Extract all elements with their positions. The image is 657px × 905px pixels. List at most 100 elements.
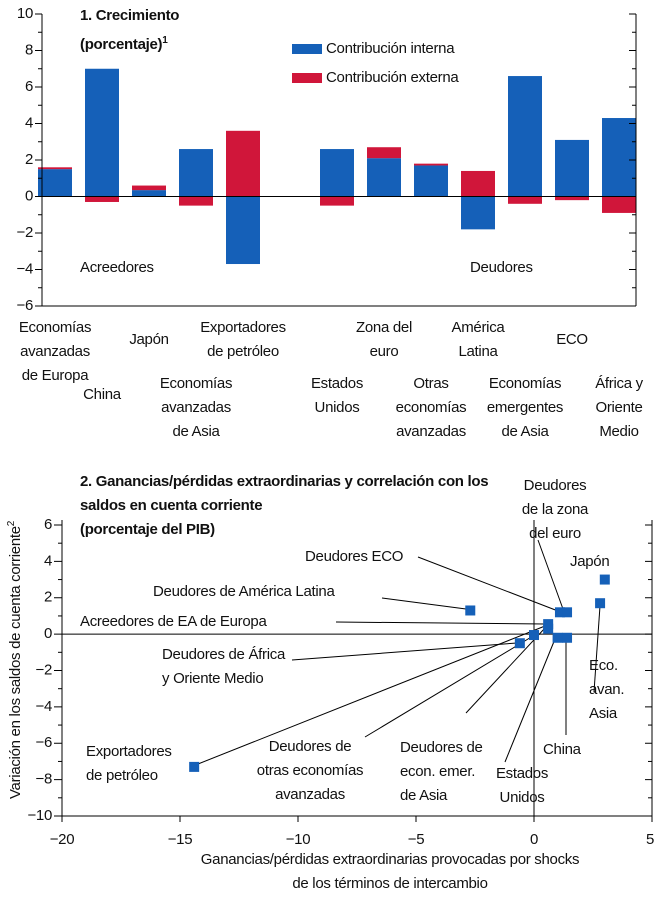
y-tick-label: 6 xyxy=(44,516,52,533)
y-tick-label: 10 xyxy=(17,5,33,22)
bar xyxy=(508,196,542,204)
y-tick-label: 0 xyxy=(44,625,52,642)
bar xyxy=(414,165,448,197)
legend-label: Contribución externa xyxy=(326,69,459,86)
bar xyxy=(38,167,72,170)
bar xyxy=(461,196,495,230)
leader-line xyxy=(537,539,564,610)
bar xyxy=(132,190,166,197)
y-tick-label: −10 xyxy=(27,807,52,824)
point xyxy=(554,607,565,618)
bar xyxy=(367,147,401,159)
y-tick-label: 0 xyxy=(25,187,33,204)
point-label: Exportadores de petróleo xyxy=(86,743,172,784)
leader-line xyxy=(335,621,546,625)
subtitle-text: (porcentaje) xyxy=(80,36,163,53)
x-tick-label: Zona del euro xyxy=(356,319,412,360)
y-tick-label: −6 xyxy=(16,297,33,314)
point-label: Eco. avan. Asia xyxy=(589,657,625,722)
x-tick-label: Estados Unidos xyxy=(310,375,364,416)
x-tick-label: −15 xyxy=(168,831,193,848)
legend-label: Contribución interna xyxy=(326,40,455,57)
y-tick-label: 8 xyxy=(25,41,33,58)
x-tick-label: Japón xyxy=(129,331,169,348)
bar xyxy=(132,185,166,191)
bar xyxy=(367,158,401,197)
chart-title: 1. Crecimiento xyxy=(80,7,180,24)
x-tick-label: 0 xyxy=(530,831,538,848)
chart-subtitle: (porcentaje)1 xyxy=(80,29,168,57)
y-tick-label: 4 xyxy=(25,114,33,131)
y-axis-label: Variación en los saldos de cuenta corrie… xyxy=(0,521,28,799)
point-label: Deudores de la zona del euro xyxy=(521,477,589,542)
annotation: Deudores xyxy=(470,259,533,276)
leader-lines xyxy=(197,539,601,765)
annotation: Acreedores xyxy=(80,259,154,276)
chart-title: 2. Ganancias/pérdidas extraordinarias y … xyxy=(80,473,489,538)
x-tick-label: Economías emergentes de Asia xyxy=(486,375,564,440)
leader-line xyxy=(504,638,556,763)
x-tick-label: −20 xyxy=(50,831,75,848)
leader-line xyxy=(197,625,546,765)
point-label: Japón xyxy=(570,553,610,570)
leader-line xyxy=(417,556,559,612)
bar xyxy=(555,139,589,197)
bar xyxy=(414,163,448,166)
bar xyxy=(226,130,260,197)
bar xyxy=(555,196,589,201)
bar xyxy=(85,68,119,197)
point-label: Deudores ECO xyxy=(305,548,404,565)
leader-line xyxy=(364,635,534,738)
point-label: Deudores de econ. emer. de Asia xyxy=(400,739,483,804)
bar xyxy=(179,149,213,197)
y-axis-label-note: 2 xyxy=(6,520,17,527)
x-tick-label: −10 xyxy=(286,831,311,848)
x-tick-label: China xyxy=(83,386,121,403)
y-tick-label: −2 xyxy=(35,661,52,678)
point xyxy=(599,574,610,585)
point xyxy=(189,761,200,772)
leader-line xyxy=(291,642,518,661)
x-tick-label: ECO xyxy=(556,331,588,348)
bar xyxy=(85,196,119,202)
bar xyxy=(179,196,213,206)
point xyxy=(552,632,563,643)
point xyxy=(529,630,539,641)
x-tick-label: Economías avanzadas de Asia xyxy=(159,375,233,440)
y-tick-label: −6 xyxy=(35,734,52,751)
y-tick-label: −2 xyxy=(16,224,33,241)
point-label: China xyxy=(543,741,581,758)
x-tick-label: Otras economías avanzadas xyxy=(395,375,467,440)
point-label: Estados Unidos xyxy=(495,765,549,806)
bar xyxy=(226,196,260,265)
leader-line xyxy=(593,605,601,693)
point xyxy=(562,607,573,618)
x-tick-label: África y Oriente Medio xyxy=(595,375,643,440)
x-axis-label: Ganancias/pérdidas extraordinarias provo… xyxy=(200,851,580,892)
y-tick-label: −8 xyxy=(35,771,52,788)
y-tick-label: 4 xyxy=(44,552,52,569)
bar xyxy=(461,170,495,197)
y-tick-label: −4 xyxy=(16,260,33,277)
y-tick-label: −4 xyxy=(35,698,52,715)
point xyxy=(562,632,573,643)
leader-line xyxy=(381,597,467,610)
legend-swatch xyxy=(292,73,322,83)
y-tick-label: 2 xyxy=(44,589,52,606)
x-tick-label: Exportadores de petróleo xyxy=(200,319,286,360)
point xyxy=(465,605,476,616)
bar xyxy=(38,169,72,197)
point xyxy=(595,598,606,609)
point-label: Deudores de otras economías avanzadas xyxy=(256,738,364,803)
legend-swatch xyxy=(292,44,322,54)
y-axis-label-text: Variación en los saldos de cuenta corrie… xyxy=(7,526,24,800)
y-tick-label: 2 xyxy=(25,151,33,168)
point xyxy=(514,638,525,649)
leader-line xyxy=(465,627,546,714)
x-tick-label: América Latina xyxy=(451,319,505,360)
subtitle-note: 1 xyxy=(162,35,168,46)
bar xyxy=(602,196,636,213)
point-label: Deudores de América Latina xyxy=(153,583,335,600)
